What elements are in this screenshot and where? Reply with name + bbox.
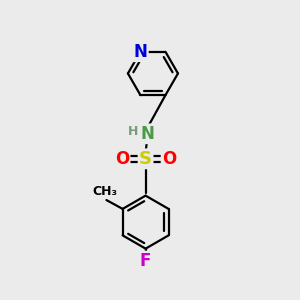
Text: S: S [139, 150, 152, 168]
Text: F: F [140, 252, 151, 270]
Text: N: N [134, 43, 147, 61]
Text: H: H [128, 125, 138, 138]
Text: N: N [140, 125, 154, 143]
Text: O: O [115, 150, 129, 168]
Text: O: O [162, 150, 176, 168]
Text: CH₃: CH₃ [92, 185, 118, 198]
